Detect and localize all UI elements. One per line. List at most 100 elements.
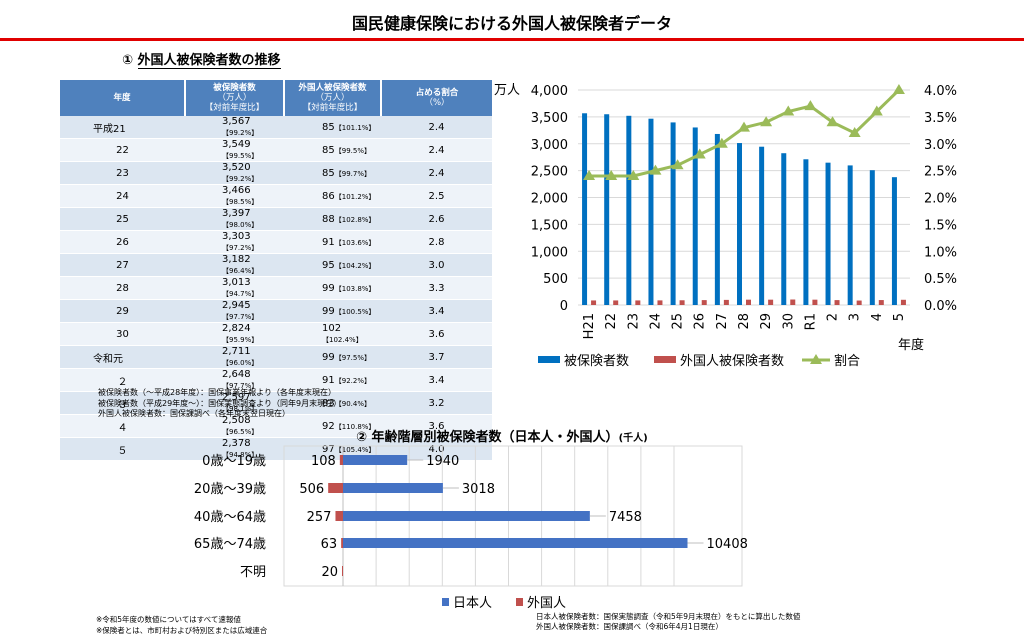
share-marker bbox=[715, 137, 728, 148]
bar-foreign bbox=[328, 483, 343, 493]
bar-japanese bbox=[343, 538, 688, 548]
x-tick-label: 26 bbox=[693, 313, 708, 330]
cell-share: 2.8 bbox=[381, 230, 492, 254]
right-tick-label: 3.5% bbox=[924, 111, 957, 126]
right-tick-label: 1.0% bbox=[924, 245, 957, 260]
right-tick-label: 4.0% bbox=[924, 84, 957, 99]
right-tick-label: 0.0% bbox=[924, 299, 957, 314]
share-marker bbox=[826, 116, 839, 127]
section2-notes-left: ※令和5年度の数値についてはすべて速報値 ※保険者とは、市町村および特別区または… bbox=[96, 614, 267, 636]
share-marker bbox=[605, 170, 618, 180]
table-row: 23 3,520【99.2%】 85【99.7%】 2.4 bbox=[60, 161, 492, 185]
cell-year: 27 bbox=[60, 253, 185, 277]
x-tick-label: 4 bbox=[870, 313, 885, 321]
right-tick-label: 2.0% bbox=[924, 192, 957, 207]
cell-foreign: 85【99.7%】 bbox=[284, 161, 381, 185]
legend-label: 日本人 bbox=[453, 596, 492, 611]
table-row: 22 3,549【99.5%】 85【99.5%】 2.4 bbox=[60, 138, 492, 162]
note-line: ※保険者とは、市町村および特別区または広域連合 bbox=[96, 626, 268, 635]
legend-swatch bbox=[538, 356, 560, 363]
header-insured: 被保険者数 （万人） 【対前年度比】 bbox=[185, 80, 285, 116]
foreign-value-label: 20 bbox=[321, 565, 338, 580]
cell-insured: 2,824【95.9%】 bbox=[185, 322, 284, 346]
bar-japanese bbox=[343, 483, 443, 493]
x-tick-label: 28 bbox=[737, 313, 752, 330]
x-tick-label: 22 bbox=[604, 313, 619, 330]
legend-label: 割合 bbox=[834, 353, 860, 369]
bar-insured bbox=[648, 118, 654, 305]
bar-foreign bbox=[341, 538, 343, 548]
cell-year: 28 bbox=[60, 276, 185, 300]
cell-insured: 2,648【97.7%】 bbox=[185, 368, 284, 392]
cell-share: 3.4 bbox=[381, 368, 492, 392]
cell-share: 3.0 bbox=[381, 253, 492, 277]
bar-japanese bbox=[343, 511, 590, 521]
cell-year: 30 bbox=[60, 322, 185, 346]
note-line: 被保険者数（平成29年度～）：国保実態調査より（同年9月末現在） bbox=[98, 398, 342, 408]
cell-year: ２ bbox=[60, 368, 185, 392]
table-row: 30 2,824【95.9%】 102【102.4%】 3.6 bbox=[60, 322, 492, 346]
cell-share: 2.6 bbox=[381, 207, 492, 231]
table-row: 24 3,466【98.5%】 86【101.2%】 2.5 bbox=[60, 184, 492, 208]
category-label: 20歳～39歳 bbox=[194, 482, 266, 497]
cell-year: ４ bbox=[60, 414, 185, 438]
plot-frame bbox=[283, 445, 743, 587]
share-marker bbox=[583, 170, 596, 180]
section1-number: ① bbox=[122, 53, 134, 68]
legend-label: 外国人 bbox=[527, 596, 566, 611]
header-share: 占める割合 （%） bbox=[381, 80, 492, 116]
x-tick-label: 27 bbox=[715, 313, 730, 330]
bar-insured bbox=[759, 146, 765, 305]
right-tick-label: 2.5% bbox=[924, 165, 957, 180]
section2-title-text: 年齢階層別被保険者数（日本人・外国人） bbox=[371, 430, 619, 445]
x-tick-label: 3 bbox=[848, 313, 863, 321]
section2-unit: (千人) bbox=[618, 433, 648, 444]
bar-foreign bbox=[339, 455, 343, 465]
x-tick-label: H21 bbox=[582, 313, 597, 339]
cell-year: 29 bbox=[60, 299, 185, 323]
cell-year: 令和元 bbox=[60, 345, 185, 369]
cell-share: 3.3 bbox=[381, 276, 492, 300]
category-label: 不明 bbox=[240, 565, 266, 580]
foreign-value-label: 257 bbox=[307, 510, 332, 525]
left-tick-label: 1,000 bbox=[531, 245, 568, 260]
bar-foreign bbox=[723, 299, 729, 305]
header-year: 年度 bbox=[60, 80, 186, 116]
share-marker bbox=[738, 121, 750, 132]
bar-foreign bbox=[635, 300, 641, 305]
left-tick-label: 3,000 bbox=[531, 138, 568, 153]
bar-insured bbox=[737, 143, 742, 305]
legend-label: 被保険者数 bbox=[564, 354, 629, 369]
cell-share: 3.7 bbox=[381, 345, 492, 369]
cell-share: 3.6 bbox=[381, 414, 492, 438]
cell-foreign: 85【99.5%】 bbox=[284, 138, 381, 162]
cell-insured: 3,549【99.5%】 bbox=[185, 138, 284, 162]
legend-swatch bbox=[516, 598, 523, 606]
foreign-value-label: 108 bbox=[311, 454, 336, 469]
cell-foreign: 92【110.8%】 bbox=[284, 414, 381, 438]
x-tick-label: 2 bbox=[826, 313, 841, 321]
cell-insured: 3,466【98.5%】 bbox=[185, 184, 284, 208]
cell-year: ５ bbox=[60, 437, 185, 461]
age-group-chart: 0歳～19歳 108 1940 20歳～39歳 506 3018 40歳～64歳 257 745… bbox=[194, 445, 748, 611]
bar-insured bbox=[670, 122, 676, 305]
cell-insured: 2,945【97.7%】 bbox=[185, 299, 284, 323]
cell-insured: 3,520【99.2%】 bbox=[185, 161, 284, 185]
section2-title: ② 年齢階層別被保険者数（日本人・外国人）(千人) bbox=[356, 426, 648, 445]
share-marker bbox=[848, 127, 861, 137]
x-tick-label: R1 bbox=[803, 313, 818, 330]
bar-foreign bbox=[591, 300, 597, 305]
cell-share: 2.4 bbox=[381, 161, 492, 185]
bar-foreign bbox=[856, 300, 862, 305]
cell-insured: 2,711【96.0%】 bbox=[185, 345, 284, 369]
bar-insured bbox=[626, 115, 632, 305]
foreign-value-label: 506 bbox=[299, 482, 324, 497]
bar-foreign bbox=[613, 300, 619, 305]
japanese-value-label: 7458 bbox=[609, 510, 642, 525]
cell-share: 2.4 bbox=[381, 138, 492, 162]
left-axis-unit: 万人 bbox=[494, 83, 520, 98]
legend-label: 外国人被保険者数 bbox=[680, 354, 784, 369]
note-line: 外国人被保険者数：国保課調べ（令和6年4月1日現在） bbox=[536, 622, 723, 631]
bar-insured bbox=[803, 159, 809, 305]
legend-swatch bbox=[442, 598, 449, 606]
